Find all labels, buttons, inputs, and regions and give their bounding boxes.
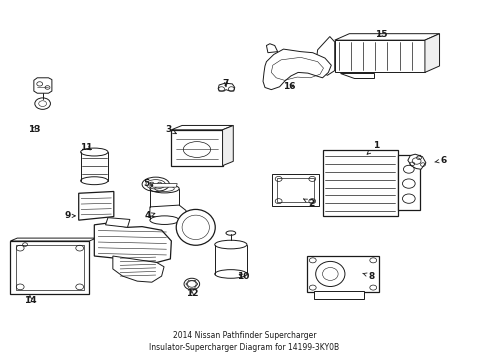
- Polygon shape: [263, 49, 330, 90]
- Text: 10: 10: [237, 271, 249, 280]
- Bar: [314, 291, 364, 299]
- Text: 9: 9: [65, 211, 75, 220]
- Circle shape: [35, 98, 50, 109]
- Ellipse shape: [214, 240, 246, 249]
- Polygon shape: [10, 238, 96, 241]
- Polygon shape: [424, 34, 439, 72]
- Text: 6: 6: [434, 156, 446, 165]
- Ellipse shape: [81, 148, 108, 156]
- Polygon shape: [79, 192, 114, 220]
- Polygon shape: [171, 125, 233, 130]
- Bar: [171, 130, 222, 166]
- Ellipse shape: [225, 231, 235, 235]
- Bar: [334, 40, 424, 72]
- Bar: [16, 245, 83, 290]
- Polygon shape: [150, 205, 185, 221]
- Bar: [10, 241, 89, 294]
- Polygon shape: [94, 223, 171, 262]
- Polygon shape: [34, 78, 52, 93]
- Circle shape: [183, 278, 199, 290]
- Text: 2: 2: [303, 199, 314, 208]
- Polygon shape: [218, 83, 234, 91]
- Ellipse shape: [150, 216, 179, 225]
- Text: 11: 11: [80, 143, 93, 152]
- Text: 16: 16: [283, 82, 295, 91]
- Text: 13: 13: [27, 125, 40, 134]
- Text: 14: 14: [23, 296, 36, 305]
- Ellipse shape: [176, 210, 215, 245]
- Text: 12: 12: [185, 289, 198, 298]
- Bar: [322, 149, 397, 216]
- Text: 2014 Nissan Pathfinder Supercharger
Insulator-Supercharger Diagram for 14199-3KY: 2014 Nissan Pathfinder Supercharger Insu…: [149, 331, 339, 352]
- Text: 3: 3: [165, 125, 176, 134]
- Bar: [277, 178, 313, 202]
- Polygon shape: [315, 37, 334, 75]
- Polygon shape: [222, 125, 233, 166]
- Text: 15: 15: [374, 30, 386, 39]
- Bar: [397, 155, 419, 211]
- Bar: [306, 256, 378, 292]
- Text: 1: 1: [366, 141, 379, 154]
- Polygon shape: [113, 256, 163, 282]
- Polygon shape: [105, 218, 130, 227]
- Polygon shape: [152, 184, 177, 187]
- Polygon shape: [407, 154, 425, 169]
- Ellipse shape: [81, 177, 108, 185]
- Polygon shape: [339, 73, 373, 78]
- Text: 4: 4: [144, 211, 155, 220]
- Bar: [272, 174, 318, 206]
- Ellipse shape: [214, 270, 246, 278]
- Text: 5: 5: [142, 179, 153, 188]
- Polygon shape: [334, 34, 439, 40]
- Polygon shape: [266, 44, 277, 53]
- Text: 7: 7: [223, 80, 229, 89]
- Text: 8: 8: [362, 271, 374, 280]
